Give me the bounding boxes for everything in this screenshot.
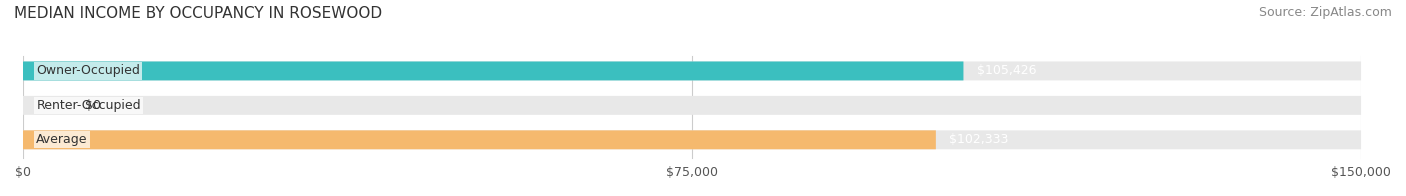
Text: $102,333: $102,333 (949, 133, 1008, 146)
Text: Average: Average (37, 133, 89, 146)
Text: Source: ZipAtlas.com: Source: ZipAtlas.com (1258, 6, 1392, 19)
FancyBboxPatch shape (22, 62, 1361, 80)
Text: MEDIAN INCOME BY OCCUPANCY IN ROSEWOOD: MEDIAN INCOME BY OCCUPANCY IN ROSEWOOD (14, 6, 382, 21)
FancyBboxPatch shape (22, 130, 936, 149)
FancyBboxPatch shape (22, 62, 963, 80)
Text: $0: $0 (86, 99, 101, 112)
Text: Renter-Occupied: Renter-Occupied (37, 99, 141, 112)
Text: Owner-Occupied: Owner-Occupied (37, 64, 141, 77)
FancyBboxPatch shape (22, 130, 1361, 149)
Text: $105,426: $105,426 (977, 64, 1036, 77)
FancyBboxPatch shape (22, 96, 1361, 115)
